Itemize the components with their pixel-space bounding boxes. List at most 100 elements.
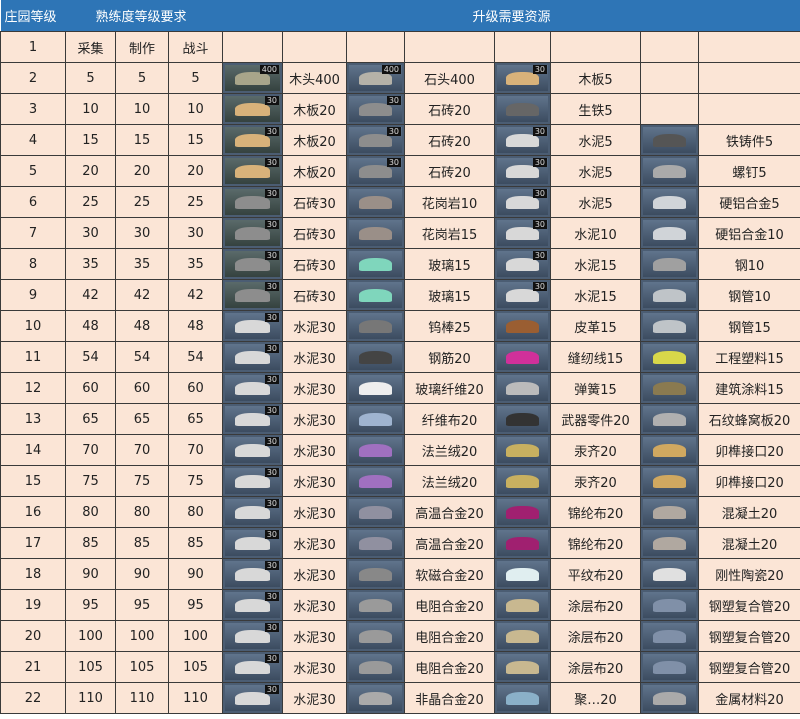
quantity-badge: 30 bbox=[532, 220, 548, 229]
resource-icon-cell: 30 bbox=[222, 341, 284, 373]
combat-level-cell: 60 bbox=[167, 372, 224, 404]
craft-level-cell: 85 bbox=[115, 527, 169, 559]
resource-icon-cell bbox=[346, 496, 406, 528]
resource-label: 汞齐20 bbox=[550, 465, 642, 497]
quantity-badge: 30 bbox=[264, 158, 280, 167]
combat-level-cell: 90 bbox=[167, 558, 224, 590]
cement-icon: 30 bbox=[225, 375, 281, 401]
resource-label: 涂层布20 bbox=[550, 589, 642, 621]
icon-shape bbox=[506, 630, 539, 643]
resource-label: 生铁5 bbox=[550, 93, 642, 125]
icon-shape bbox=[506, 475, 539, 488]
resource-label: 水泥30 bbox=[282, 310, 348, 342]
composite-pipe-icon bbox=[643, 623, 697, 649]
quantity-badge: 30 bbox=[532, 189, 548, 198]
resource-icon-cell bbox=[640, 651, 700, 683]
icon-shape bbox=[506, 692, 539, 705]
craft-level-cell: 30 bbox=[115, 217, 169, 249]
resource-icon-cell: 30 bbox=[222, 527, 284, 559]
resource-label: 石砖20 bbox=[404, 93, 496, 125]
resource-label: 电阻合金20 bbox=[404, 620, 496, 652]
icon-shape bbox=[652, 351, 687, 364]
gather-level-cell: 20 bbox=[65, 155, 116, 187]
quantity-badge: 30 bbox=[264, 499, 280, 508]
level-cell: 9 bbox=[0, 279, 66, 311]
resource-label: 水泥30 bbox=[282, 620, 348, 652]
resource-icon-cell bbox=[640, 527, 700, 559]
craft-level-cell: 20 bbox=[115, 155, 169, 187]
cement-icon: 30 bbox=[497, 220, 549, 246]
table-row: 4 15 15 15 30 木板20 30 石砖20 30 水泥5 铁铸件5 bbox=[0, 124, 800, 156]
resource-label: 铁铸件5 bbox=[698, 124, 800, 156]
resource-label: 钢塑复合管20 bbox=[698, 589, 800, 621]
resource-icon-cell bbox=[640, 186, 700, 218]
icon-shape bbox=[652, 382, 687, 395]
amorphous-alloy-icon bbox=[349, 685, 403, 711]
icon-shape bbox=[506, 165, 539, 178]
cement-icon: 30 bbox=[225, 685, 281, 711]
nylon-cloth-icon bbox=[497, 530, 549, 556]
resource-icon-cell: 30 bbox=[222, 651, 284, 683]
gather-level-cell: 60 bbox=[65, 372, 116, 404]
resource-icon-cell bbox=[494, 310, 552, 342]
gather-level-cell: 30 bbox=[65, 217, 116, 249]
icon-shape bbox=[234, 444, 271, 457]
quantity-badge: 30 bbox=[264, 592, 280, 601]
quantity-badge: 30 bbox=[532, 251, 548, 260]
table-row: 15 75 75 75 30 水泥30 法兰绒20 汞齐20 卯榫接口20 bbox=[0, 465, 800, 497]
resource-label: 卯榫接口20 bbox=[698, 465, 800, 497]
level-cell: 4 bbox=[0, 124, 66, 156]
resource-icon-cell: 30 bbox=[494, 248, 552, 280]
level-cell: 11 bbox=[0, 341, 66, 373]
table-row: 17 85 85 85 30 水泥30 高温合金20 锦纶布20 混凝土20 bbox=[0, 527, 800, 559]
empty-cell bbox=[494, 31, 552, 63]
resource-label: 水泥30 bbox=[282, 372, 348, 404]
quantity-badge: 30 bbox=[386, 127, 402, 136]
icon-shape bbox=[358, 444, 393, 457]
icon-shape bbox=[234, 289, 271, 302]
resource-label: 涂层布20 bbox=[550, 651, 642, 683]
combat-level-cell: 30 bbox=[167, 217, 224, 249]
resource-label: 石砖30 bbox=[282, 279, 348, 311]
gather-level-cell: 48 bbox=[65, 310, 116, 342]
resource-icon-cell bbox=[346, 651, 406, 683]
icon-shape bbox=[234, 413, 271, 426]
quantity-badge: 30 bbox=[386, 158, 402, 167]
wood-plank-icon: 30 bbox=[225, 127, 281, 153]
amalgam-icon bbox=[497, 437, 549, 463]
icon-shape bbox=[234, 320, 271, 333]
table-row: 20 100 100 100 30 水泥30 电阻合金20 涂层布20 钢塑复合管20 bbox=[0, 620, 800, 652]
quantity-badge: 400 bbox=[259, 65, 280, 74]
icon-shape bbox=[506, 289, 539, 302]
resource-label: 水泥15 bbox=[550, 279, 642, 311]
icon-shape bbox=[652, 320, 687, 333]
resource-icon-cell bbox=[346, 248, 406, 280]
resource-icon-cell: 30 bbox=[222, 310, 284, 342]
resource-icon-cell: 30 bbox=[494, 124, 552, 156]
resource-icon-cell bbox=[494, 372, 552, 404]
resource-icon-cell bbox=[640, 279, 700, 311]
resource-label: 玻璃15 bbox=[404, 248, 496, 280]
resource-label: 纤维布20 bbox=[404, 403, 496, 435]
craft-level-cell: 25 bbox=[115, 186, 169, 218]
gather-level-cell: 42 bbox=[65, 279, 116, 311]
icon-shape bbox=[358, 630, 393, 643]
empty-cell bbox=[698, 62, 800, 94]
icon-shape bbox=[234, 382, 271, 395]
icon-shape bbox=[506, 444, 539, 457]
empty-cell bbox=[222, 31, 284, 63]
pig-iron-icon bbox=[497, 96, 549, 122]
empty-cell bbox=[282, 31, 348, 63]
resource-label: 木板20 bbox=[282, 155, 348, 187]
gather-level-cell: 10 bbox=[65, 93, 116, 125]
gather-level-cell: 5 bbox=[65, 62, 116, 94]
icon-shape bbox=[506, 196, 539, 209]
ceramic-icon bbox=[643, 561, 697, 587]
resource-icon-cell bbox=[494, 93, 552, 125]
resource-label: 木板5 bbox=[550, 62, 642, 94]
resource-icon-cell bbox=[640, 496, 700, 528]
combat-level-cell: 110 bbox=[167, 682, 224, 714]
table-row: 9 42 42 42 30 石砖30 玻璃15 30 水泥15 钢管10 bbox=[0, 279, 800, 311]
level-cell: 22 bbox=[0, 682, 66, 714]
